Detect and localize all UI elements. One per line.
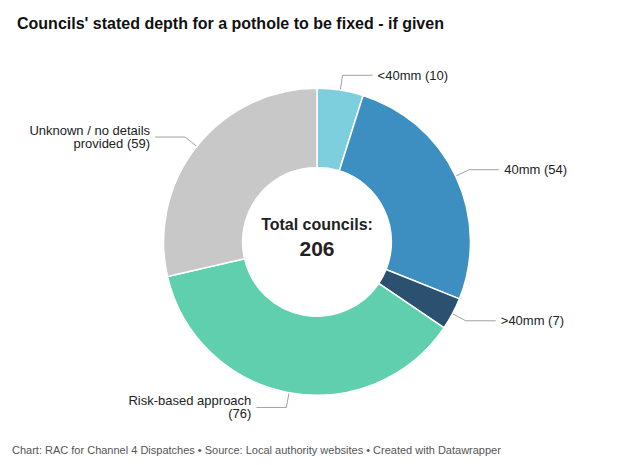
svg-text:Total councils:: Total councils: [261,216,373,233]
svg-text:40mm (54): 40mm (54) [504,162,567,177]
svg-text:provided (59): provided (59) [73,136,150,151]
svg-text:Risk-based approach: Risk-based approach [128,393,252,409]
svg-text:(76): (76) [228,406,251,421]
svg-text:Chart: RAC for Channel 4 Dispa: Chart: RAC for Channel 4 Dispatches • So… [12,444,501,456]
svg-text:206: 206 [299,237,334,260]
svg-text:>40mm (7): >40mm (7) [501,313,564,328]
svg-text:Councils' stated depth for a p: Councils' stated depth for a pothole to … [17,15,444,32]
svg-text:<40mm (10): <40mm (10) [378,68,448,83]
svg-text:Unknown / no details: Unknown / no details [29,123,151,139]
